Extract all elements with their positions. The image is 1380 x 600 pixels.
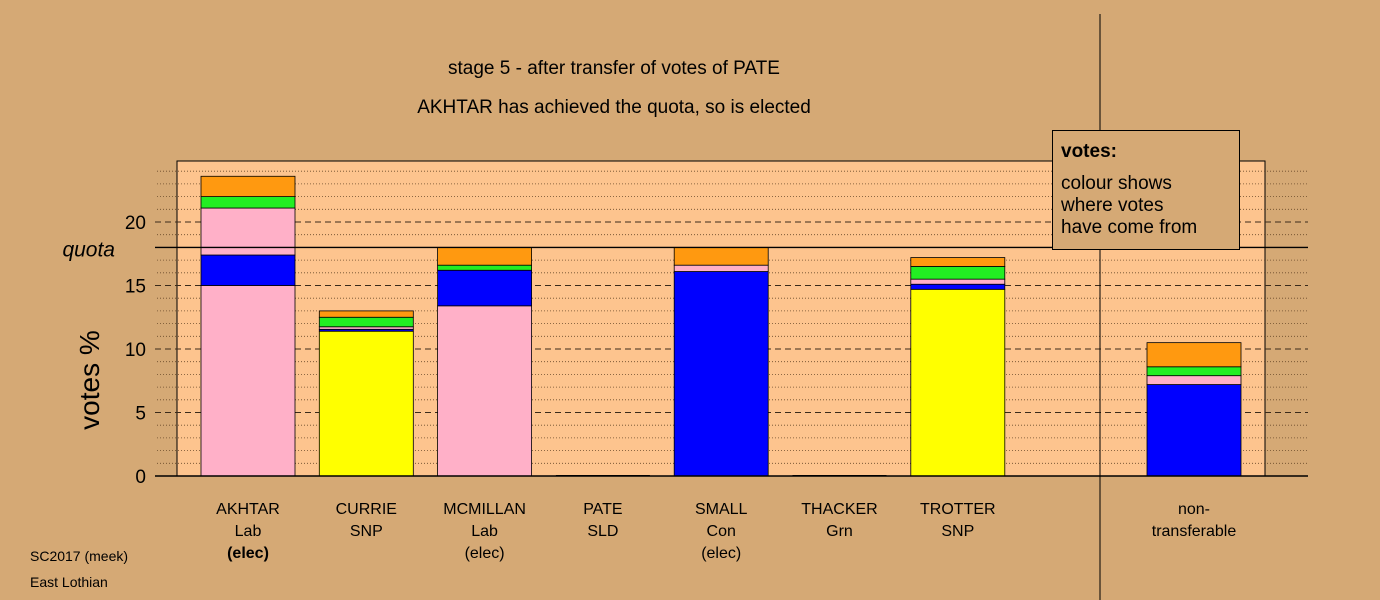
x-label-party: Grn xyxy=(826,523,853,540)
bar-segment xyxy=(910,283,1006,290)
legend-line-2: where votes xyxy=(1061,195,1164,216)
x-label-party: Lab xyxy=(471,523,498,540)
bar-segment xyxy=(318,330,414,477)
legend-text: colour shows where votes have come from xyxy=(1061,173,1231,239)
x-label-party: SLD xyxy=(587,523,618,540)
x-label-name: CURRIE xyxy=(336,501,397,518)
legend-title: votes: xyxy=(1061,141,1117,162)
x-label-party: SNP xyxy=(941,523,974,540)
bar-segment xyxy=(200,175,296,197)
x-label-status: (elec) xyxy=(465,545,505,562)
x-label-name: AKHTAR xyxy=(216,501,280,518)
bar-segment xyxy=(910,278,1006,285)
bar-segment xyxy=(910,257,1006,267)
legend-line-3: have come from xyxy=(1061,217,1198,238)
x-label-status: (elec) xyxy=(227,545,269,562)
bar-segment xyxy=(673,264,769,272)
y-tick-label: 10 xyxy=(125,340,146,361)
bar-segment xyxy=(200,254,296,286)
bar-segment xyxy=(200,196,296,209)
bar-segment xyxy=(1146,366,1242,377)
bar-segment xyxy=(673,271,769,477)
bar-segment xyxy=(200,285,296,477)
y-axis-label: votes % xyxy=(74,330,105,430)
x-label-party: Con xyxy=(707,523,736,540)
bar-segment xyxy=(437,246,533,266)
x-label-name: non- xyxy=(1178,501,1210,518)
bar-segment xyxy=(437,269,533,307)
y-tick-label: 0 xyxy=(135,467,146,488)
chart-title: stage 5 - after transfer of votes of PAT… xyxy=(448,58,780,79)
bar-segment xyxy=(437,264,533,271)
legend-line-1: colour shows xyxy=(1061,173,1172,194)
x-label-name: SMALL xyxy=(695,501,748,518)
y-tick-label: 5 xyxy=(135,404,146,425)
bar-segment xyxy=(1146,384,1242,477)
bar-segment xyxy=(1146,375,1242,385)
bar-segment xyxy=(673,246,769,266)
chart-subtitle: AKHTAR has achieved the quota, so is ele… xyxy=(417,97,811,118)
bar-segment xyxy=(1146,342,1242,368)
x-label-status: (elec) xyxy=(701,545,741,562)
bar-segment xyxy=(437,305,533,477)
x-label-name: MCMILLAN xyxy=(443,501,526,518)
x-label-party: Lab xyxy=(235,523,262,540)
footer-ward: East Lothian xyxy=(30,574,108,590)
quota-label: quota xyxy=(62,238,115,261)
bar-segment xyxy=(910,266,1006,280)
x-label-party: SNP xyxy=(350,523,383,540)
y-tick-label: 15 xyxy=(125,277,146,298)
bar-segment xyxy=(318,316,414,328)
y-tick-label: 20 xyxy=(125,213,146,234)
footer-method: SC2017 (meek) xyxy=(30,548,129,564)
bar-segment xyxy=(318,310,414,318)
x-label-party: transferable xyxy=(1152,523,1237,540)
bar-segment xyxy=(910,288,1006,477)
legend: votes: colour shows where votes have com… xyxy=(1052,130,1240,250)
x-label-name: PATE xyxy=(583,501,622,518)
x-label-name: TROTTER xyxy=(920,501,996,518)
x-label-name: THACKER xyxy=(801,501,877,518)
